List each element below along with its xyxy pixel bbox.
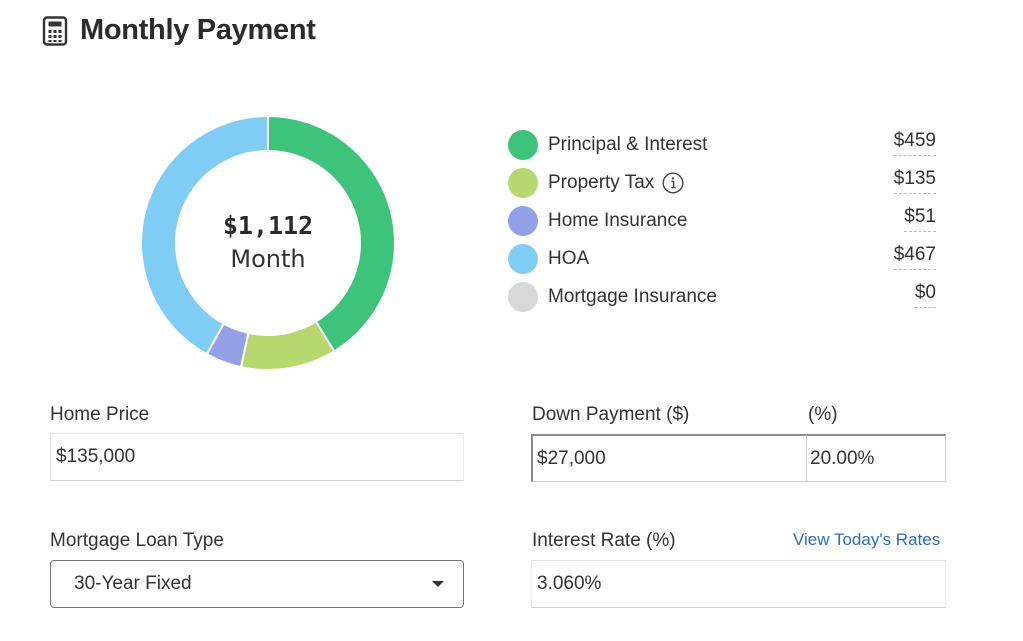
- legend-item-home-insurance: Home Insurance $51: [508, 202, 936, 240]
- legend-item-property-tax: Property Tax $135: [508, 164, 936, 202]
- down-payment-input[interactable]: $27,000: [531, 434, 808, 482]
- home-price-label: Home Price: [50, 404, 150, 425]
- chevron-down-icon: [432, 581, 444, 587]
- legend-label: Home Insurance: [548, 210, 688, 231]
- down-payment-value: $27,000: [537, 447, 606, 469]
- donut-center: $1,112 Month: [140, 115, 396, 371]
- home-price-input[interactable]: $135,000: [50, 433, 464, 481]
- donut-segment-hoa[interactable]: [140, 115, 269, 356]
- view-todays-rates-link[interactable]: View Today's Rates: [793, 530, 941, 549]
- donut-svg: [140, 115, 396, 371]
- legend-item-mortgage-insurance: Mortgage Insurance $0: [508, 278, 936, 316]
- donut-segment-principal-interest[interactable]: [267, 115, 396, 353]
- loan-type-selected: 30-Year Fixed: [74, 573, 192, 594]
- payment-donut-chart: $1,112 Month: [140, 115, 396, 371]
- legend-value[interactable]: $0: [914, 282, 936, 308]
- monthly-total: $1,112: [222, 211, 314, 240]
- interest-rate-label: Interest Rate (%): [532, 530, 676, 551]
- legend-dot: [508, 282, 538, 312]
- legend-value[interactable]: $467: [893, 244, 936, 270]
- legend-label: HOA: [548, 248, 590, 269]
- payment-legend: Principal & Interest $459 Property Tax $…: [508, 126, 936, 316]
- info-icon[interactable]: [662, 172, 684, 194]
- legend-dot: [508, 168, 538, 198]
- calculator-icon: [42, 15, 68, 46]
- loan-type-select[interactable]: 30-Year Fixed: [50, 560, 464, 608]
- legend-label: Property Tax: [548, 172, 655, 193]
- legend-label: Mortgage Insurance: [548, 286, 717, 307]
- down-payment-pct-label: (%): [808, 404, 838, 425]
- legend-value[interactable]: $51: [904, 206, 936, 232]
- monthly-total-label: Month: [230, 245, 306, 273]
- loan-type-label: Mortgage Loan Type: [50, 530, 224, 551]
- legend-value[interactable]: $135: [893, 168, 936, 194]
- interest-rate-input[interactable]: 3.060%: [531, 560, 946, 608]
- legend-item-principal-interest: Principal & Interest $459: [508, 126, 936, 164]
- home-price-value: $135,000: [56, 446, 136, 467]
- legend-dot: [508, 130, 538, 160]
- page-title: Monthly Payment: [80, 14, 316, 46]
- down-payment-pct-input[interactable]: 20.00%: [806, 434, 946, 482]
- legend-label: Principal & Interest: [548, 134, 708, 155]
- down-payment-pct-value: 20.00%: [810, 447, 875, 469]
- legend-dot: [508, 244, 538, 274]
- header: Monthly Payment: [42, 14, 316, 47]
- interest-rate-value: 3.060%: [537, 573, 602, 594]
- legend-value[interactable]: $459: [893, 130, 936, 156]
- down-payment-label: Down Payment ($): [532, 404, 690, 425]
- legend-item-hoa: HOA $467: [508, 240, 936, 278]
- legend-dot: [508, 206, 538, 236]
